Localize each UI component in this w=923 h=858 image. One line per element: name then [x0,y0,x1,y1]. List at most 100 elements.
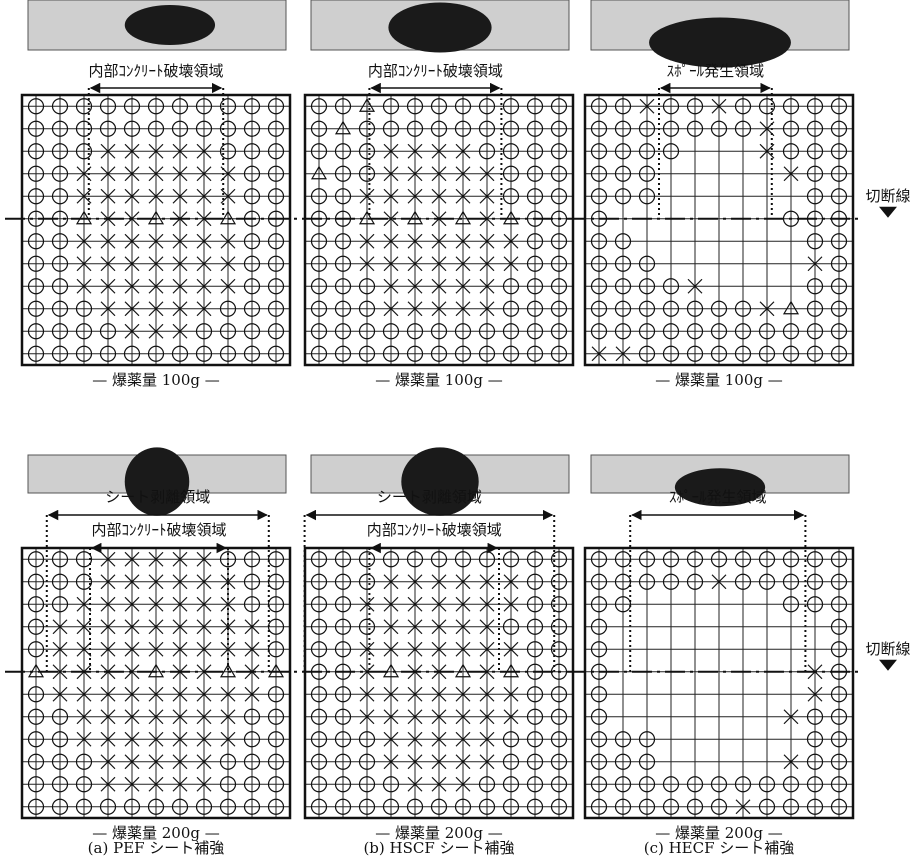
sound-point [758,345,776,362]
sound-point [686,551,704,568]
sound-point [590,143,608,160]
damaged-point [148,619,164,635]
sound-point [310,551,328,568]
asterisk-arm [100,233,116,249]
sound-point [710,776,728,793]
asterisk-arm [220,256,236,272]
sound-point [830,618,848,635]
sound-point [334,165,352,182]
sound-point [334,300,352,317]
asterisk-arm [172,278,188,294]
sound-point [243,731,261,748]
asterisk-arm [124,233,140,249]
sound-point [430,345,448,362]
sound-point [502,753,520,770]
sound-point [526,686,544,703]
asterisk-arm [76,166,92,182]
sound-point [502,120,520,137]
damaged-point [479,301,495,317]
sound-point [590,551,608,568]
damaged-point [383,143,399,159]
damaged-point [76,166,92,182]
sound-point [243,165,261,182]
damaged-point [124,686,140,702]
asterisk-arm [479,278,495,294]
asterisk-arm [407,256,423,272]
asterisk-arm [124,143,140,159]
sound-point [27,120,45,137]
damaged-point [455,574,471,590]
asterisk-arm [407,278,423,294]
sound-point [638,551,656,568]
sound-point [99,98,117,115]
sound-point [590,98,608,115]
asterisk-arm [431,619,447,635]
sound-point [686,345,704,362]
sound-point [830,300,848,317]
damaged-point [196,619,212,635]
asterisk-arm [100,188,116,204]
sound-point [310,233,328,250]
damaged-point [711,574,727,590]
sound-point [710,300,728,317]
sound-point [267,165,285,182]
sound-point [550,641,568,658]
damaged-point [220,686,236,702]
region-label: ｽﾎﾟｰﾙ発生領域 [669,488,767,506]
sound-point [243,300,261,317]
sound-point [782,551,800,568]
sound-point [27,708,45,725]
sound-point [550,731,568,748]
asterisk-arm [124,776,140,792]
damaged-point [407,776,423,792]
damaged-point [196,551,212,567]
sound-point [614,165,632,182]
sound-point [219,143,237,160]
asterisk-arm [359,233,375,249]
sound-point [51,323,69,340]
sound-point [782,120,800,137]
sound-point [526,618,544,635]
damaged-point [431,686,447,702]
asterisk-arm [407,641,423,657]
asterisk-arm [759,143,775,159]
sound-point [358,731,376,748]
asterisk-arm [124,166,140,182]
sound-point [195,345,213,362]
region-label: 内部ｺﾝｸﾘｰﾄ破壊領域 [91,521,226,539]
asterisk-arm [100,551,116,567]
sound-point [590,731,608,748]
damaged-point [407,256,423,272]
damaged-point [148,754,164,770]
damaged-point [172,619,188,635]
damaged-point [503,233,519,249]
cut-marker [879,206,897,218]
asterisk-arm [711,98,727,114]
asterisk-arm [455,574,471,590]
sound-point [734,345,752,362]
asterisk-arm [196,574,212,590]
sound-point [502,345,520,362]
asterisk-arm [52,641,68,657]
damaged-point [479,574,495,590]
damaged-point [503,256,519,272]
asterisk-arm [100,619,116,635]
sound-point [267,798,285,815]
sound-point [382,345,400,362]
asterisk-arm [100,776,116,792]
asterisk-arm [100,754,116,770]
sound-point [806,120,824,137]
damaged-point [172,301,188,317]
sound-point [267,323,285,340]
sound-point [267,98,285,115]
sound-point [662,323,680,340]
column-caption: (a) PEF シート補強 [88,839,225,857]
asterisk-arm [359,256,375,272]
sound-point [478,98,496,115]
asterisk-arm [148,323,164,339]
damaged-point [220,709,236,725]
asterisk-arm [244,619,260,635]
sound-point [758,573,776,590]
sound-point [267,188,285,205]
sound-point [334,233,352,250]
